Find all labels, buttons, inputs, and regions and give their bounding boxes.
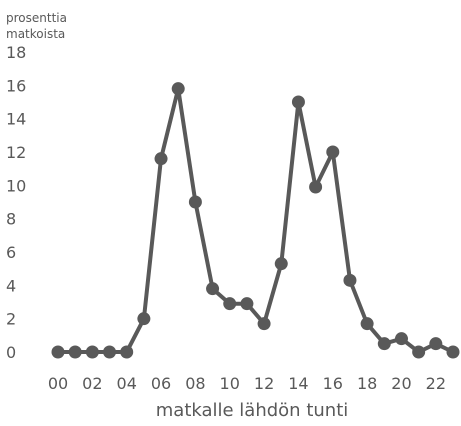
data-point [103,345,117,359]
data-point [429,337,443,351]
data-point [188,195,202,209]
series-points [51,82,460,359]
data-point [326,145,340,159]
x-tick-label: 02 [82,374,102,393]
data-point [137,312,151,326]
x-tick-label: 16 [323,374,343,393]
data-point [171,82,185,96]
data-point [360,317,374,331]
data-point [343,273,357,287]
series-line [58,86,454,354]
data-point [412,345,426,359]
x-tick-label: 06 [151,374,171,393]
data-point [68,345,82,359]
y-tick-label: 12 [6,143,26,162]
y-axis-ticks: 0 2 4 6 8 10 12 14 16 18 [6,43,26,362]
x-axis-title: matkalle lähdön tunti [156,400,349,421]
y-tick-label: 2 [6,310,16,329]
data-point [223,297,237,311]
data-point [394,332,408,346]
y-tick-label: 18 [6,43,26,62]
x-tick-label: 04 [117,374,137,393]
x-tick-label: 20 [391,374,411,393]
data-point [154,152,168,166]
y-tick-label: 6 [6,243,16,262]
y-tick-label: 8 [6,210,16,229]
y-tick-label: 10 [6,176,26,195]
data-point [85,345,99,359]
y-tick-label: 14 [6,110,26,129]
data-point [446,345,460,359]
x-tick-label: 10 [220,374,240,393]
x-axis-ticks: 00 02 04 06 08 10 12 14 16 18 20 22 [48,374,446,393]
data-point [206,282,220,296]
x-tick-label: 12 [254,374,274,393]
x-tick-label: 08 [185,374,205,393]
x-tick-label: 14 [288,374,308,393]
data-point [240,297,254,311]
x-tick-label: 00 [48,374,68,393]
x-tick-label: 22 [426,374,446,393]
y-tick-label: 4 [6,276,16,295]
data-point [120,345,134,359]
y-tick-label: 16 [6,76,26,95]
data-point [274,257,288,271]
data-point [257,317,271,331]
data-point [377,337,391,351]
x-tick-label: 18 [357,374,377,393]
data-point [291,95,305,109]
y-axis-label-line-1: prosenttia [6,11,67,25]
y-axis-label-line-2: matkoista [6,27,65,41]
data-point [51,345,65,359]
data-point [309,180,323,194]
y-tick-label: 0 [6,343,16,362]
